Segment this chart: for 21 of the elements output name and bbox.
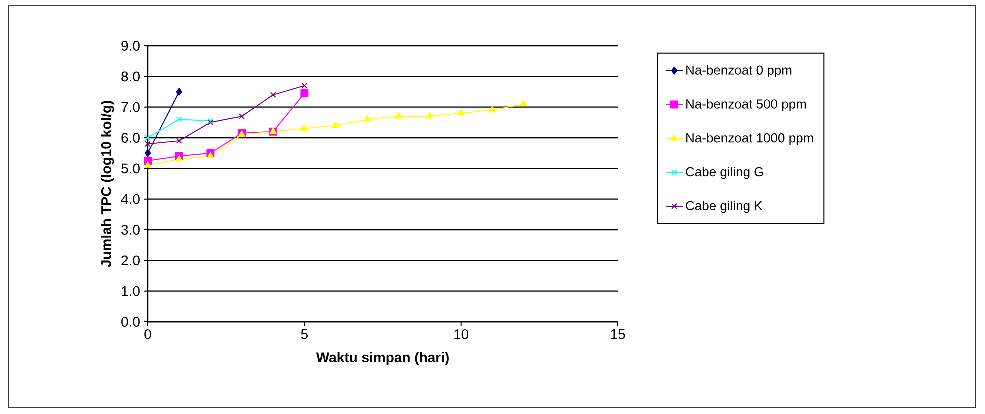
- y-tick-label: 6.0: [122, 133, 140, 143]
- y-tick-label: 0.0: [122, 317, 140, 327]
- y-tick-label: 5.0: [122, 164, 140, 174]
- x-axis-title: Waktu simpan (hari): [316, 352, 449, 366]
- y-tick-label: 2.0: [122, 256, 140, 266]
- y-tick-label: 9.0: [122, 41, 140, 51]
- y-tick-label: 1.0: [122, 286, 140, 296]
- x-tick-label: 5: [301, 330, 308, 340]
- y-axis-title: Jumlah TPC (log10 kol/g): [101, 101, 114, 268]
- legend-label: Na-benzoat 1000 ppm: [686, 133, 814, 146]
- legend-label: Na-benzoat 0 ppm: [686, 65, 792, 78]
- x-tick-label: 0: [144, 330, 152, 340]
- legend-label: Cabe giling G: [686, 167, 764, 180]
- y-tick-label: 8.0: [122, 72, 140, 82]
- y-tick-label: 4.0: [121, 194, 140, 204]
- x-tick-label: 10: [454, 330, 469, 340]
- legend-label: Cabe giling K: [686, 200, 763, 214]
- y-tick-label: 7.0: [122, 102, 140, 112]
- y-tick-label: 3.0: [122, 225, 140, 235]
- x-tick-label: 15: [611, 330, 626, 340]
- legend-label: Na-benzoat 500 ppm: [686, 99, 806, 112]
